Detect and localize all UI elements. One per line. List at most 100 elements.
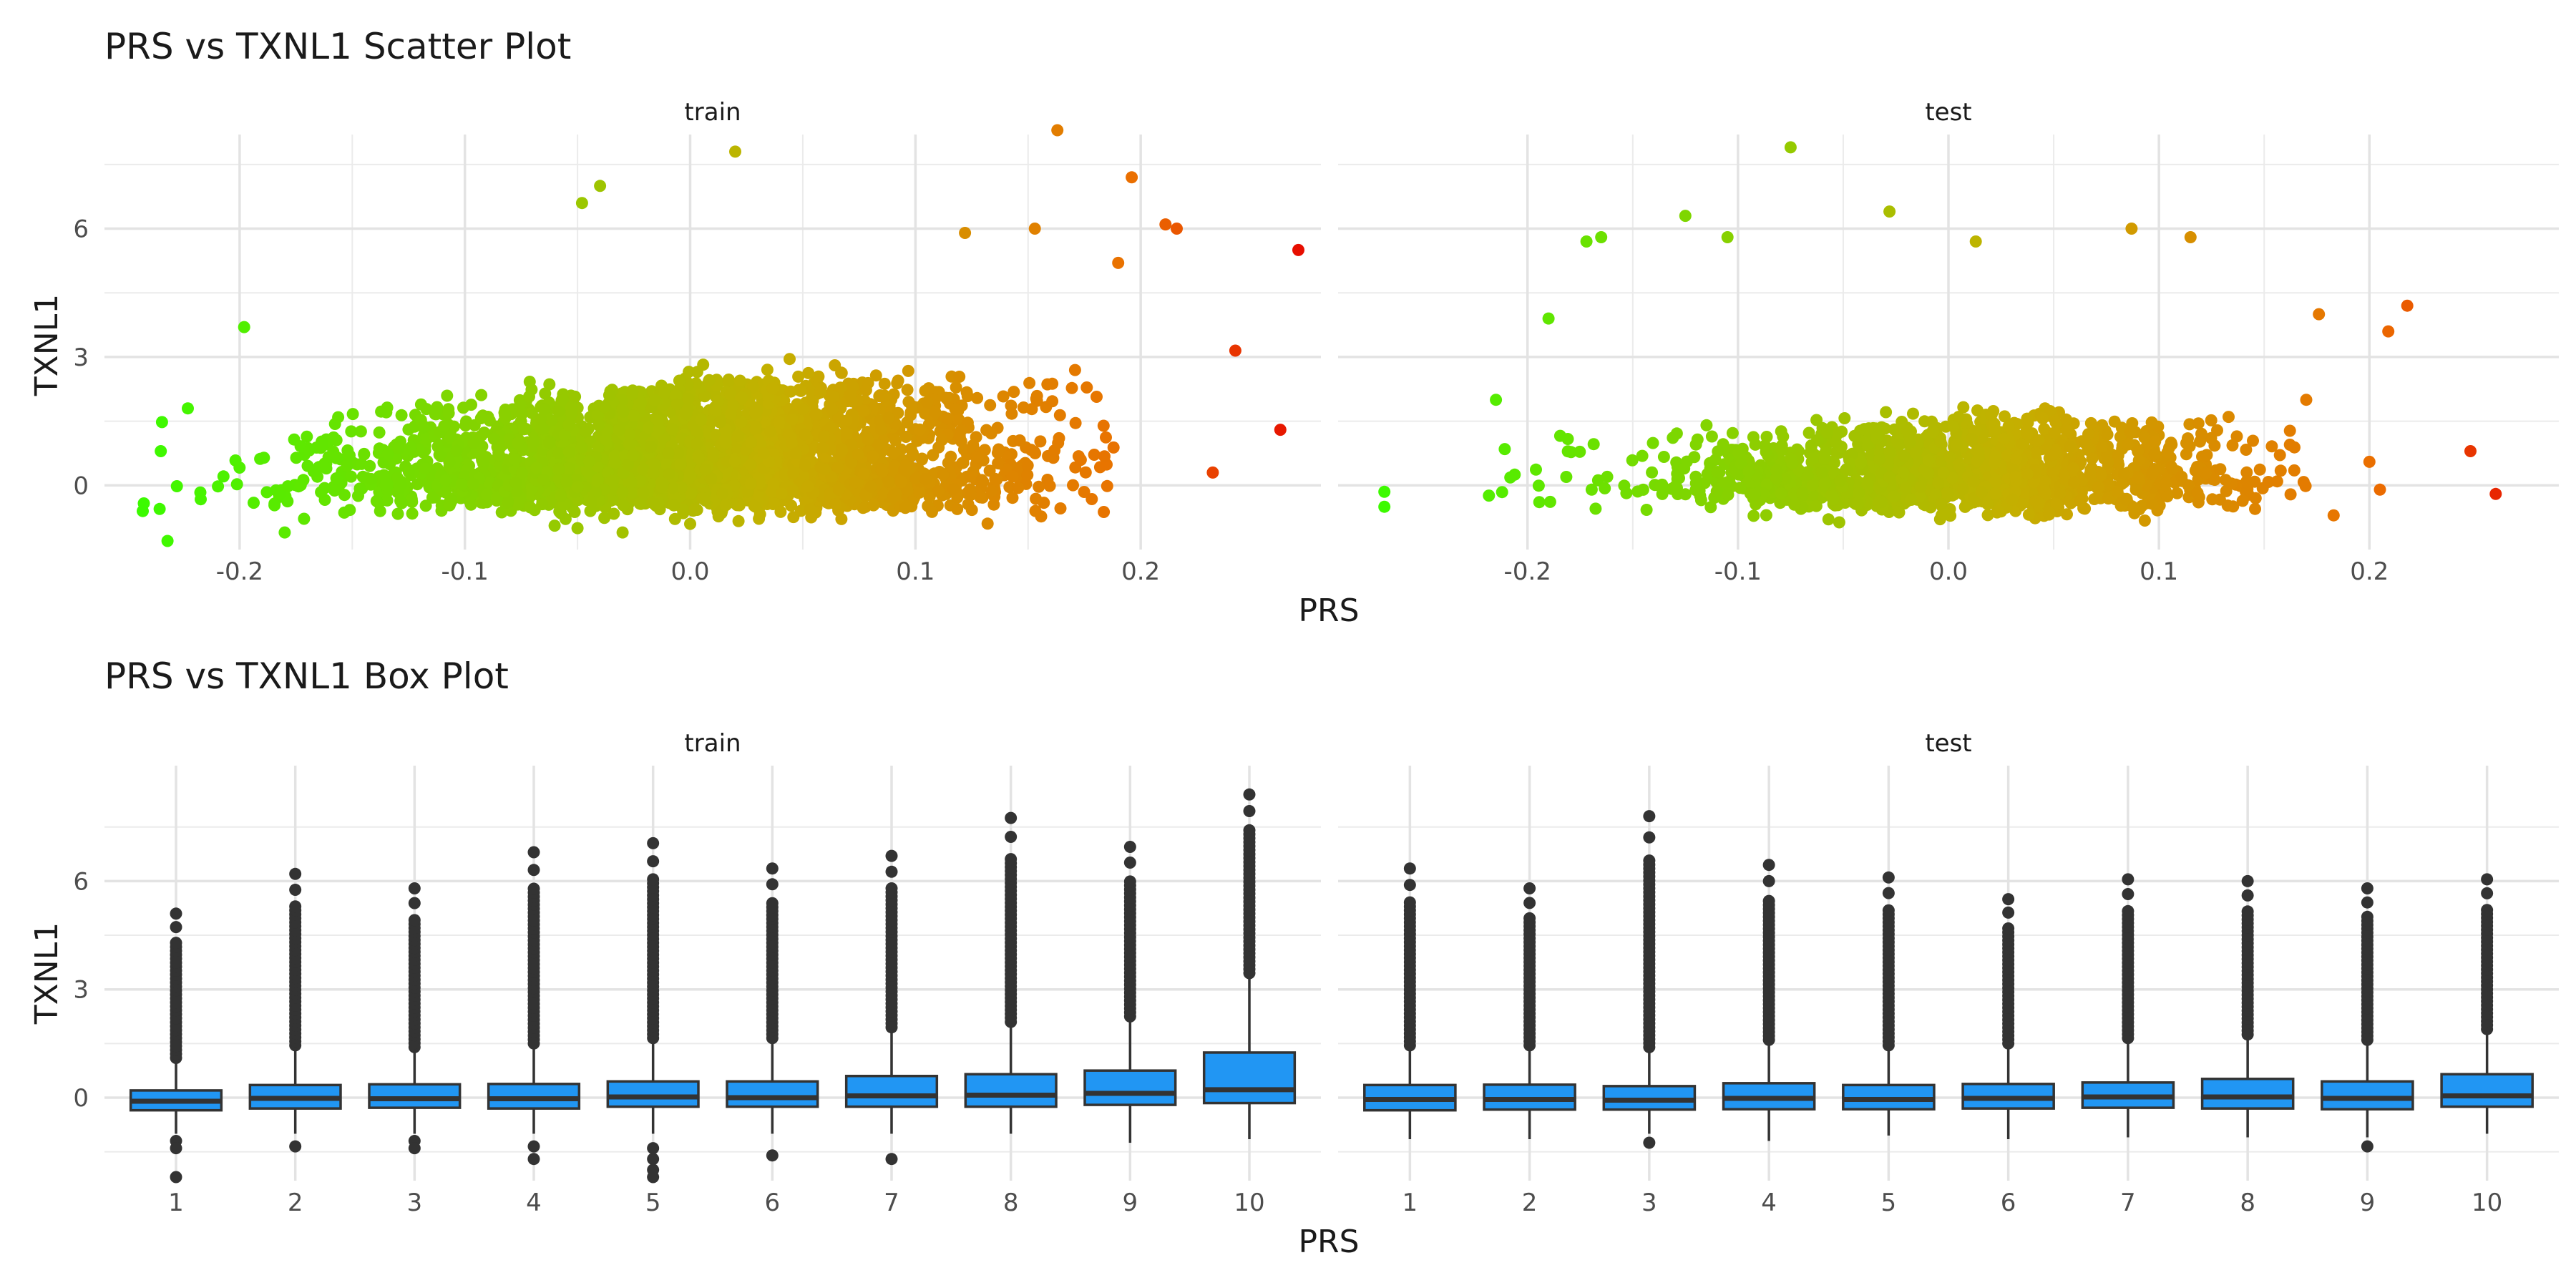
scatter-point	[1747, 431, 1760, 444]
scatter-point	[655, 481, 668, 494]
scatter-point	[2114, 431, 2127, 443]
scatter-point	[637, 487, 650, 499]
scatter-point	[1206, 466, 1219, 479]
scatter-point	[1012, 482, 1025, 494]
scatter-point	[2253, 463, 2266, 476]
scatter-point	[2074, 494, 2087, 507]
scatter-point	[942, 412, 955, 425]
box-body	[487, 1083, 581, 1110]
scatter-point	[233, 462, 246, 474]
scatter-point	[2010, 452, 2023, 465]
scatter-point	[2313, 308, 2326, 321]
scatter-point	[2166, 462, 2179, 475]
scatter-point	[230, 478, 243, 491]
scatter-point	[316, 435, 328, 448]
scatter-point	[680, 408, 693, 421]
scatter-point	[2192, 496, 2205, 509]
scatter-point	[1883, 445, 1896, 458]
scatter-point	[354, 425, 367, 438]
x-tick-label: 5	[645, 1189, 661, 1217]
scatter-point	[2021, 412, 2034, 425]
scatter-point	[1023, 376, 1036, 389]
scatter-point	[819, 463, 831, 476]
scatter-point	[2060, 424, 2073, 436]
scatter-point	[980, 424, 993, 436]
scatter-point	[683, 366, 696, 379]
scatter-point	[330, 472, 343, 484]
scatter-point	[878, 389, 891, 402]
scatter-point	[2249, 502, 2261, 515]
scatter-point	[970, 451, 982, 464]
scatter-point	[978, 444, 991, 457]
scatter-y-axis-label: TXNL1	[29, 294, 65, 396]
scatter-point	[594, 180, 607, 192]
scatter-point	[1079, 466, 1092, 479]
scatter-point	[2211, 424, 2223, 436]
scatter-point	[2489, 487, 2502, 500]
scatter-point	[1088, 449, 1101, 461]
scatter-point	[1171, 223, 1183, 235]
scatter-point	[625, 476, 638, 489]
scatter-point	[696, 492, 709, 504]
scatter-point	[2191, 487, 2204, 499]
scatter-point	[2183, 418, 2196, 431]
scatter-point	[977, 476, 990, 488]
scatter-point	[1017, 401, 1030, 414]
scatter-point	[857, 404, 869, 417]
scatter-point	[2373, 483, 2386, 496]
scatter-point	[2102, 456, 2114, 469]
scatter-point	[2205, 414, 2218, 426]
scatter-point	[161, 535, 174, 547]
scatter-point	[864, 480, 877, 493]
scatter-point	[1975, 486, 1988, 499]
scatter-point	[894, 476, 907, 489]
scatter-point	[909, 472, 922, 485]
scatter-point	[2171, 487, 2184, 499]
scatter-point	[2096, 440, 2109, 453]
scatter-point	[353, 482, 366, 495]
scatter-point	[784, 385, 797, 398]
scatter-point	[1496, 486, 1508, 499]
scatter-point	[559, 429, 571, 441]
scatter-point	[1989, 487, 2002, 500]
scatter-point	[2126, 417, 2139, 429]
scatter-point	[1950, 439, 1963, 452]
box-outlier	[527, 1140, 540, 1153]
scatter-point	[455, 478, 468, 491]
scatter-point	[1883, 205, 1896, 218]
scatter-point	[775, 487, 788, 500]
y-tick-label: 0	[73, 1084, 89, 1113]
scatter-point	[1899, 482, 1912, 494]
scatter-point	[1998, 432, 2011, 445]
scatter-point	[170, 480, 183, 492]
scatter-point	[2200, 449, 2213, 462]
scatter-point	[552, 447, 565, 459]
box-outlier	[170, 921, 182, 934]
scatter-point	[442, 407, 455, 419]
box-outlier	[170, 907, 182, 920]
scatter-point	[1747, 488, 1760, 501]
scatter-point	[2079, 437, 2092, 450]
scatter-point	[1021, 469, 1034, 482]
scatter-point	[2063, 440, 2076, 453]
scatter-point	[829, 359, 841, 371]
scatter-point	[1694, 494, 1707, 507]
scatter-point	[395, 409, 408, 421]
scatter-point	[916, 452, 928, 465]
scatter-point	[698, 390, 711, 403]
scatter-point	[628, 409, 640, 422]
scatter-point	[441, 389, 454, 402]
scatter-point	[2138, 431, 2151, 444]
scatter-point	[2067, 462, 2079, 474]
scatter-point	[602, 389, 615, 401]
scatter-point	[1654, 480, 1667, 493]
scatter-point	[1784, 141, 1797, 154]
scatter-point	[443, 456, 456, 469]
scatter-point	[1636, 449, 1649, 462]
scatter-point	[673, 374, 686, 387]
box-body	[606, 1080, 700, 1108]
scatter-point	[919, 384, 932, 397]
scatter-point	[318, 482, 331, 494]
scatter-point	[1934, 435, 1947, 448]
scatter-point	[1883, 471, 1896, 484]
